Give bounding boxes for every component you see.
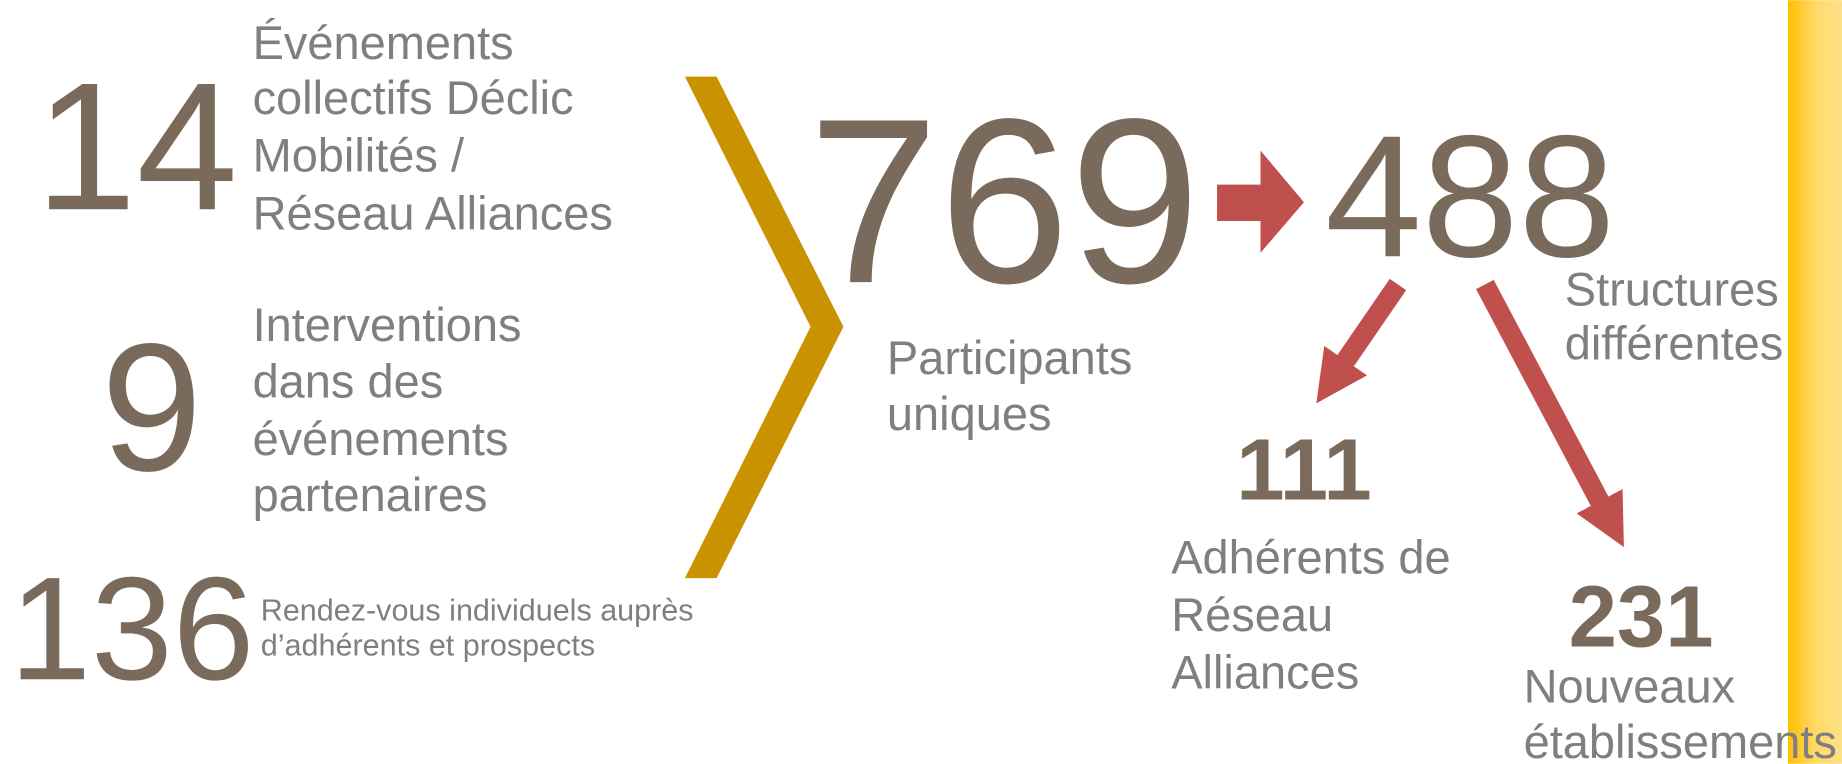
- side-bar: [1787, 0, 1842, 764]
- chevron: [684, 76, 844, 579]
- new-number: 231: [1569, 568, 1714, 665]
- members-label: Adhérents de: [1171, 530, 1450, 583]
- structures-label: Structures: [1565, 263, 1779, 316]
- structures-label: différentes: [1565, 317, 1783, 370]
- stat-label: événements: [253, 412, 509, 465]
- members-label: Alliances: [1171, 646, 1359, 699]
- arrow: [1476, 279, 1624, 548]
- total-label: uniques: [887, 387, 1052, 440]
- new-label: établissements: [1524, 715, 1837, 764]
- stat-label: d’adhérents et prospects: [261, 629, 595, 663]
- stat-label: Rendez-vous individuels auprès: [261, 593, 694, 627]
- arrow: [1316, 278, 1407, 404]
- stat-label: Réseau Alliances: [253, 186, 613, 239]
- stat-label: partenaires: [253, 468, 488, 521]
- stat-label: Interventions: [253, 298, 522, 351]
- stat-number: 136: [9, 547, 254, 711]
- structures-number: 488: [1325, 99, 1615, 293]
- stat-label: Mobilités /: [253, 129, 465, 182]
- stat-label: dans des: [253, 354, 444, 407]
- new-label: Nouveaux: [1524, 660, 1735, 713]
- stat-number: 9: [101, 305, 202, 509]
- stat-label: Événements: [253, 16, 514, 69]
- total-number: 769: [808, 69, 1200, 332]
- stat-number: 14: [35, 44, 238, 248]
- members-number: 111: [1236, 421, 1371, 518]
- arrow: [1217, 150, 1304, 253]
- total-label: Participants: [887, 331, 1132, 384]
- stat-label: collectifs Déclic: [253, 71, 574, 124]
- members-label: Réseau: [1171, 588, 1333, 641]
